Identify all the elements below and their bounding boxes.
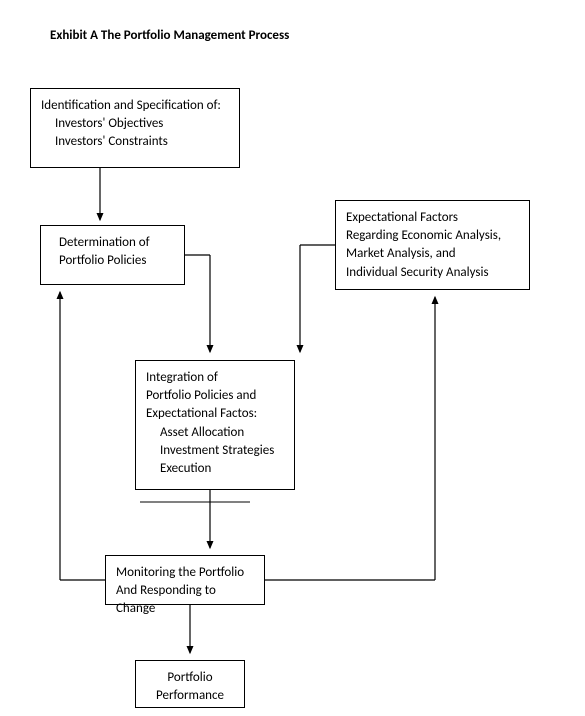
text: Integration of	[146, 369, 284, 387]
text: Determination of	[59, 234, 174, 252]
text: Regarding Economic Analysis,	[346, 227, 519, 245]
text: Asset Allocation	[146, 424, 284, 442]
text: Performance	[146, 687, 234, 705]
text: Investment Strategies	[146, 442, 284, 460]
text: Market Analysis, and	[346, 245, 519, 263]
text: Identification and Specification of:	[41, 97, 229, 115]
box-determination: Determination of Portfolio Policies	[40, 225, 185, 285]
box-expectational: Expectational Factors Regarding Economic…	[335, 200, 530, 290]
text: Investors' Constraints	[41, 133, 229, 151]
text: Investors' Objectives	[41, 115, 229, 133]
text: Portfolio	[146, 669, 234, 687]
box-integration: Integration of Portfolio Policies and Ex…	[135, 360, 295, 490]
text: Portfolio Policies and	[146, 387, 284, 405]
text: Monitoring the Portfolio	[116, 564, 254, 582]
text: Portfolio Policies	[59, 252, 174, 270]
text: Individual Security Analysis	[346, 264, 519, 282]
text: Execution	[146, 460, 284, 478]
box-monitoring: Monitoring the Portfolio And Responding …	[105, 555, 265, 605]
exhibit-title: Exhibit A The Portfolio Management Proce…	[50, 28, 289, 43]
text: Expectational Factos:	[146, 405, 284, 423]
text: And Responding to Change	[116, 582, 254, 618]
text: Expectational Factors	[346, 209, 519, 227]
box-identification: Identification and Specification of: Inv…	[30, 88, 240, 168]
box-performance: Portfolio Performance	[135, 660, 245, 708]
